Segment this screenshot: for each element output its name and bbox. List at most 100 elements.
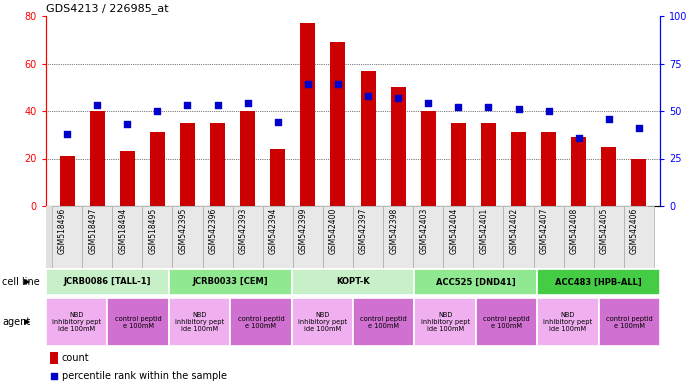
Bar — [538, 270, 660, 295]
Text: GSM542398: GSM542398 — [389, 208, 398, 254]
Point — [543, 108, 554, 114]
Point — [333, 81, 344, 88]
Point — [453, 104, 464, 110]
Bar — [415, 270, 538, 295]
Text: percentile rank within the sample: percentile rank within the sample — [62, 371, 227, 381]
Text: control peptid
e 100mM: control peptid e 100mM — [115, 316, 161, 328]
Point — [423, 100, 434, 106]
Bar — [292, 298, 353, 346]
Bar — [538, 298, 599, 346]
Bar — [169, 270, 292, 295]
Text: GSM542400: GSM542400 — [329, 208, 338, 254]
Bar — [353, 206, 383, 268]
Bar — [90, 111, 105, 206]
Point — [121, 121, 132, 127]
Point — [61, 131, 72, 137]
Text: GSM542407: GSM542407 — [540, 208, 549, 254]
Bar — [391, 87, 406, 206]
Text: ▶: ▶ — [24, 278, 30, 286]
Bar — [624, 206, 654, 268]
Point — [212, 102, 223, 108]
Text: GSM542404: GSM542404 — [449, 208, 458, 254]
Bar — [270, 149, 285, 206]
Text: count: count — [62, 353, 90, 363]
Bar — [240, 111, 255, 206]
Bar — [601, 147, 616, 206]
Bar — [292, 270, 415, 295]
Point — [393, 94, 404, 101]
Text: GSM542408: GSM542408 — [570, 208, 579, 254]
Text: GSM542397: GSM542397 — [359, 208, 368, 254]
Text: GDS4213 / 226985_at: GDS4213 / 226985_at — [46, 3, 168, 14]
Point — [362, 93, 373, 99]
Point — [182, 102, 193, 108]
Bar — [383, 206, 413, 268]
Point — [483, 104, 494, 110]
Text: control peptid
e 100mM: control peptid e 100mM — [360, 316, 407, 328]
Bar — [202, 206, 233, 268]
Bar — [594, 206, 624, 268]
Bar — [180, 123, 195, 206]
Point — [573, 134, 584, 141]
Bar — [210, 123, 225, 206]
Bar — [120, 151, 135, 206]
Bar — [599, 298, 660, 346]
Text: JCRB0033 [CEM]: JCRB0033 [CEM] — [193, 278, 268, 286]
Text: control peptid
e 100mM: control peptid e 100mM — [606, 316, 653, 328]
Text: control peptid
e 100mM: control peptid e 100mM — [237, 316, 284, 328]
Text: control peptid
e 100mM: control peptid e 100mM — [483, 316, 530, 328]
Text: GSM542406: GSM542406 — [630, 208, 639, 254]
Text: GSM542405: GSM542405 — [600, 208, 609, 254]
Bar — [511, 132, 526, 206]
Text: GSM542394: GSM542394 — [268, 208, 278, 254]
Bar — [541, 132, 556, 206]
Text: GSM542396: GSM542396 — [208, 208, 217, 254]
Point — [633, 125, 644, 131]
Bar — [112, 206, 142, 268]
Bar — [564, 206, 594, 268]
Point — [273, 119, 284, 126]
Bar — [263, 206, 293, 268]
Bar — [476, 298, 538, 346]
Bar — [631, 159, 647, 206]
Bar — [142, 206, 172, 268]
Text: NBD
inhibitory pept
ide 100mM: NBD inhibitory pept ide 100mM — [52, 312, 101, 332]
Bar — [331, 42, 346, 206]
Text: GSM542393: GSM542393 — [239, 208, 248, 254]
Bar — [504, 206, 533, 268]
Point — [513, 106, 524, 112]
Bar — [415, 298, 476, 346]
Point — [48, 373, 59, 379]
Bar — [293, 206, 323, 268]
Point — [92, 102, 103, 108]
Text: GSM542402: GSM542402 — [509, 208, 519, 254]
Bar — [443, 206, 473, 268]
Bar — [52, 206, 82, 268]
Text: NBD
inhibitory pept
ide 100mM: NBD inhibitory pept ide 100mM — [543, 312, 593, 332]
Bar — [323, 206, 353, 268]
Bar — [230, 298, 292, 346]
Text: cell line: cell line — [2, 277, 40, 287]
Bar — [233, 206, 263, 268]
Text: NBD
inhibitory pept
ide 100mM: NBD inhibitory pept ide 100mM — [298, 312, 347, 332]
Bar — [82, 206, 112, 268]
Bar — [108, 298, 169, 346]
Bar — [533, 206, 564, 268]
Text: GSM518497: GSM518497 — [88, 208, 97, 254]
Bar — [451, 123, 466, 206]
Bar — [300, 23, 315, 206]
Text: JCRB0086 [TALL-1]: JCRB0086 [TALL-1] — [63, 278, 151, 286]
Text: GSM542395: GSM542395 — [179, 208, 188, 254]
Point — [242, 100, 253, 106]
Bar — [571, 137, 586, 206]
Bar — [172, 206, 202, 268]
Bar — [421, 111, 436, 206]
Bar — [46, 270, 169, 295]
Text: GSM542401: GSM542401 — [480, 208, 489, 254]
Point — [152, 108, 163, 114]
Bar — [413, 206, 443, 268]
Point — [302, 81, 313, 88]
Text: GSM518496: GSM518496 — [58, 208, 67, 254]
Bar — [59, 156, 75, 206]
Text: GSM542403: GSM542403 — [420, 208, 428, 254]
